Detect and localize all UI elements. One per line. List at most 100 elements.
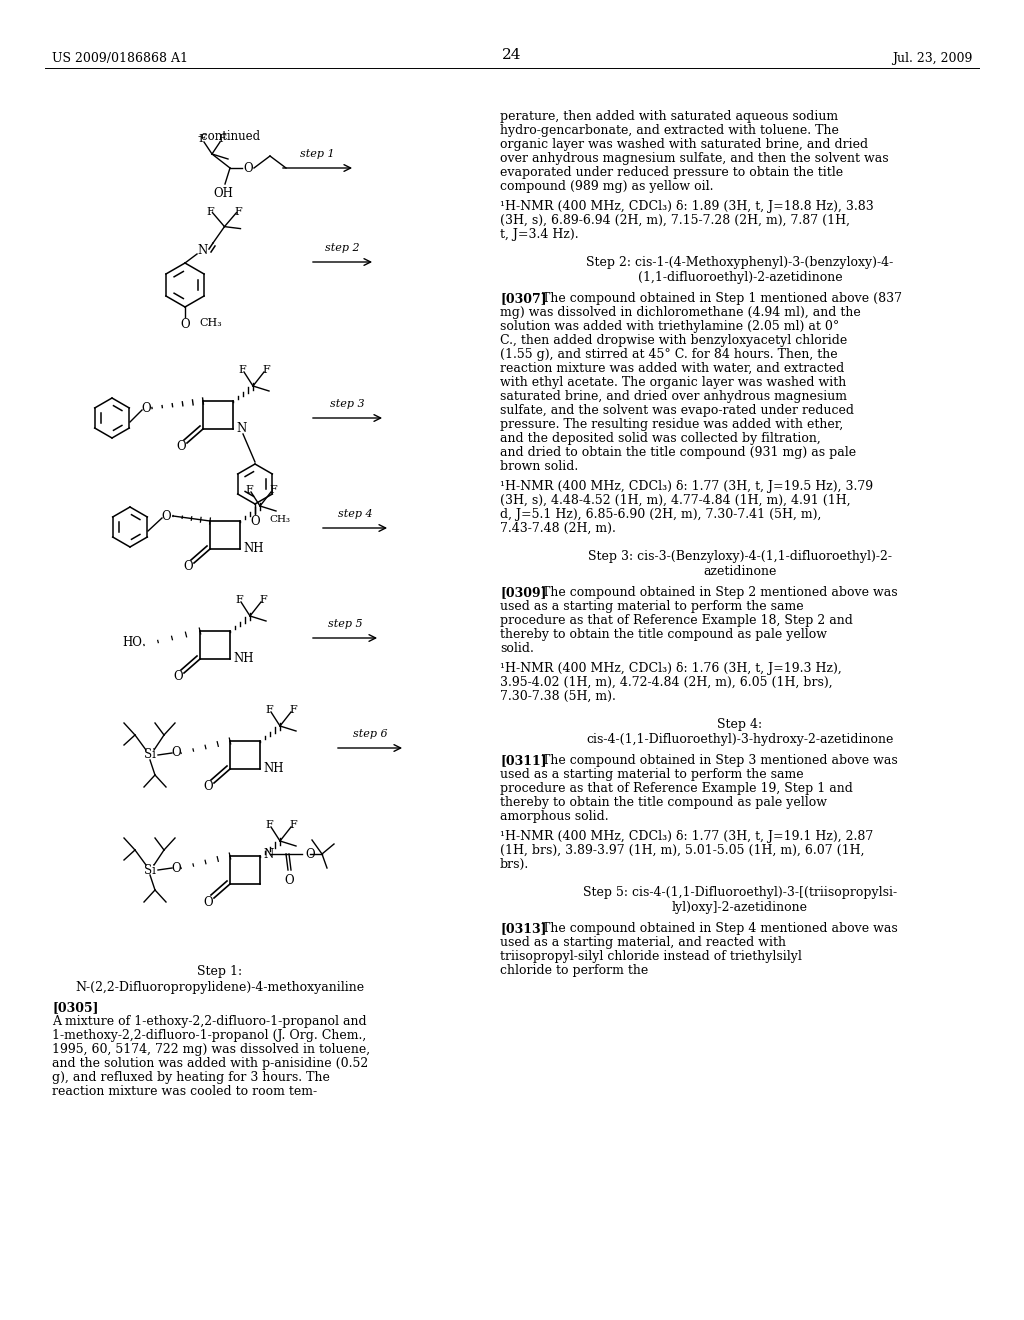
Text: thereby to obtain the title compound as pale yellow: thereby to obtain the title compound as …	[500, 796, 827, 809]
Text: Step 5: cis-4-(1,1-Difluoroethyl)-3-[(triisopropylsi-: Step 5: cis-4-(1,1-Difluoroethyl)-3-[(tr…	[583, 886, 897, 899]
Text: N: N	[263, 847, 273, 861]
Text: F: F	[234, 207, 243, 216]
Text: Step 4:: Step 4:	[718, 718, 763, 731]
Text: step 1: step 1	[300, 149, 335, 158]
Text: chloride to perform the: chloride to perform the	[500, 964, 648, 977]
Text: O: O	[141, 401, 151, 414]
Text: step 2: step 2	[326, 243, 359, 253]
Text: with ethyl acetate. The organic layer was washed with: with ethyl acetate. The organic layer wa…	[500, 376, 846, 389]
Text: step 3: step 3	[330, 399, 365, 409]
Text: O: O	[183, 561, 193, 573]
Text: O: O	[203, 780, 213, 793]
Text: thereby to obtain the title compound as pale yellow: thereby to obtain the title compound as …	[500, 628, 827, 642]
Text: The compound obtained in Step 1 mentioned above (837: The compound obtained in Step 1 mentione…	[542, 292, 902, 305]
Text: The compound obtained in Step 2 mentioned above was: The compound obtained in Step 2 mentione…	[542, 586, 898, 599]
Text: O: O	[173, 671, 183, 684]
Text: F: F	[236, 595, 243, 605]
Text: F: F	[259, 595, 267, 605]
Text: 24: 24	[502, 48, 522, 62]
Text: O: O	[203, 895, 213, 908]
Text: brs).: brs).	[500, 858, 529, 871]
Text: (3H, s), 6.89-6.94 (2H, m), 7.15-7.28 (2H, m), 7.87 (1H,: (3H, s), 6.89-6.94 (2H, m), 7.15-7.28 (2…	[500, 214, 850, 227]
Text: step 6: step 6	[352, 729, 387, 739]
Text: Step 1:: Step 1:	[198, 965, 243, 978]
Text: azetidinone: azetidinone	[703, 565, 776, 578]
Text: Step 3: cis-3-(Benzyloxy)-4-(1,1-difluoroethyl)-2-: Step 3: cis-3-(Benzyloxy)-4-(1,1-difluor…	[588, 550, 892, 564]
Text: O: O	[171, 747, 181, 759]
Text: C., then added dropwise with benzyloxyacetyl chloride: C., then added dropwise with benzyloxyac…	[500, 334, 847, 347]
Text: (3H, s), 4.48-4.52 (1H, m), 4.77-4.84 (1H, m), 4.91 (1H,: (3H, s), 4.48-4.52 (1H, m), 4.77-4.84 (1…	[500, 494, 851, 507]
Text: F: F	[265, 820, 272, 830]
Text: Si: Si	[144, 748, 156, 762]
Text: -continued: -continued	[198, 129, 261, 143]
Text: perature, then added with saturated aqueous sodium: perature, then added with saturated aque…	[500, 110, 838, 123]
Text: F: F	[262, 366, 270, 375]
Text: [0305]: [0305]	[52, 1001, 98, 1014]
Text: hydro-gencarbonate, and extracted with toluene. The: hydro-gencarbonate, and extracted with t…	[500, 124, 839, 137]
Text: O: O	[176, 441, 185, 454]
Text: NH: NH	[263, 763, 284, 776]
Text: [0311]: [0311]	[500, 754, 547, 767]
Text: (1,1-difluoroethyl)-2-azetidinone: (1,1-difluoroethyl)-2-azetidinone	[638, 271, 843, 284]
Text: used as a starting material to perform the same: used as a starting material to perform t…	[500, 601, 804, 612]
Text: used as a starting material, and reacted with: used as a starting material, and reacted…	[500, 936, 786, 949]
Text: and the solution was added with p-anisidine (0.52: and the solution was added with p-anisid…	[52, 1057, 369, 1071]
Text: F: F	[218, 135, 226, 144]
Text: O: O	[243, 161, 253, 174]
Text: 7.43-7.48 (2H, m).: 7.43-7.48 (2H, m).	[500, 521, 615, 535]
Text: ¹H-NMR (400 MHz, CDCl₃) δ: 1.89 (3H, t, J=18.8 Hz), 3.83: ¹H-NMR (400 MHz, CDCl₃) δ: 1.89 (3H, t, …	[500, 201, 873, 213]
Text: pressure. The resulting residue was added with ether,: pressure. The resulting residue was adde…	[500, 418, 843, 432]
Text: [0313]: [0313]	[500, 921, 547, 935]
Text: O: O	[180, 318, 189, 331]
Text: compound (989 mg) as yellow oil.: compound (989 mg) as yellow oil.	[500, 180, 714, 193]
Text: step 5: step 5	[328, 619, 362, 630]
Text: F: F	[289, 820, 297, 830]
Text: triisopropyl-silyl chloride instead of triethylsilyl: triisopropyl-silyl chloride instead of t…	[500, 950, 802, 964]
Text: and dried to obtain the title compound (931 mg) as pale: and dried to obtain the title compound (…	[500, 446, 856, 459]
Text: lyl)oxy]-2-azetidinone: lyl)oxy]-2-azetidinone	[672, 902, 808, 913]
Text: Jul. 23, 2009: Jul. 23, 2009	[892, 51, 972, 65]
Text: evaporated under reduced pressure to obtain the title: evaporated under reduced pressure to obt…	[500, 166, 843, 180]
Text: The compound obtained in Step 4 mentioned above was: The compound obtained in Step 4 mentione…	[542, 921, 898, 935]
Text: O: O	[171, 862, 181, 874]
Text: N-(2,2-Difluoropropylidene)-4-methoxyaniline: N-(2,2-Difluoropropylidene)-4-methoxyani…	[76, 981, 365, 994]
Text: F: F	[239, 366, 246, 375]
Text: NH: NH	[243, 543, 263, 556]
Text: sulfate, and the solvent was evapo-rated under reduced: sulfate, and the solvent was evapo-rated…	[500, 404, 854, 417]
Text: over anhydrous magnesium sulfate, and then the solvent was: over anhydrous magnesium sulfate, and th…	[500, 152, 889, 165]
Text: F: F	[265, 705, 272, 715]
Text: procedure as that of Reference Example 18, Step 2 and: procedure as that of Reference Example 1…	[500, 614, 853, 627]
Text: saturated brine, and dried over anhydrous magnesium: saturated brine, and dried over anhydrou…	[500, 389, 847, 403]
Text: procedure as that of Reference Example 19, Step 1 and: procedure as that of Reference Example 1…	[500, 781, 853, 795]
Text: (1H, brs), 3.89-3.97 (1H, m), 5.01-5.05 (1H, m), 6.07 (1H,: (1H, brs), 3.89-3.97 (1H, m), 5.01-5.05 …	[500, 843, 864, 857]
Text: 1995, 60, 5174, 722 mg) was dissolved in toluene,: 1995, 60, 5174, 722 mg) was dissolved in…	[52, 1043, 370, 1056]
Text: OH: OH	[213, 187, 232, 201]
Text: step 4: step 4	[338, 510, 373, 519]
Text: O: O	[250, 515, 260, 528]
Text: O: O	[161, 510, 171, 523]
Text: O: O	[305, 847, 314, 861]
Text: t, J=3.4 Hz).: t, J=3.4 Hz).	[500, 228, 579, 242]
Text: F: F	[207, 207, 214, 216]
Text: CH₃: CH₃	[199, 318, 222, 327]
Text: solid.: solid.	[500, 642, 534, 655]
Text: g), and refluxed by heating for 3 hours. The: g), and refluxed by heating for 3 hours.…	[52, 1071, 330, 1084]
Text: N: N	[236, 422, 246, 436]
Text: F: F	[289, 705, 297, 715]
Text: HO: HO	[122, 636, 142, 649]
Text: [0307]: [0307]	[500, 292, 547, 305]
Text: used as a starting material to perform the same: used as a starting material to perform t…	[500, 768, 804, 781]
Text: amorphous solid.: amorphous solid.	[500, 810, 608, 822]
Text: cis-4-(1,1-Difluoroethyl)-3-hydroxy-2-azetidinone: cis-4-(1,1-Difluoroethyl)-3-hydroxy-2-az…	[587, 733, 894, 746]
Text: [0309]: [0309]	[500, 586, 547, 599]
Text: The compound obtained in Step 3 mentioned above was: The compound obtained in Step 3 mentione…	[542, 754, 898, 767]
Text: Step 2: cis-1-(4-Methoxyphenyl)-3-(benzyloxy)-4-: Step 2: cis-1-(4-Methoxyphenyl)-3-(benzy…	[587, 256, 894, 269]
Text: d, J=5.1 Hz), 6.85-6.90 (2H, m), 7.30-7.41 (5H, m),: d, J=5.1 Hz), 6.85-6.90 (2H, m), 7.30-7.…	[500, 508, 821, 521]
Text: 1-methoxy-2,2-difluoro-1-propanol (J. Org. Chem.,: 1-methoxy-2,2-difluoro-1-propanol (J. Or…	[52, 1030, 367, 1041]
Text: 7.30-7.38 (5H, m).: 7.30-7.38 (5H, m).	[500, 690, 615, 704]
Text: F: F	[245, 484, 253, 495]
Text: brown solid.: brown solid.	[500, 459, 579, 473]
Text: and the deposited solid was collected by filtration,: and the deposited solid was collected by…	[500, 432, 821, 445]
Text: N: N	[198, 244, 208, 257]
Text: (1.55 g), and stirred at 45° C. for 84 hours. Then, the: (1.55 g), and stirred at 45° C. for 84 h…	[500, 348, 838, 360]
